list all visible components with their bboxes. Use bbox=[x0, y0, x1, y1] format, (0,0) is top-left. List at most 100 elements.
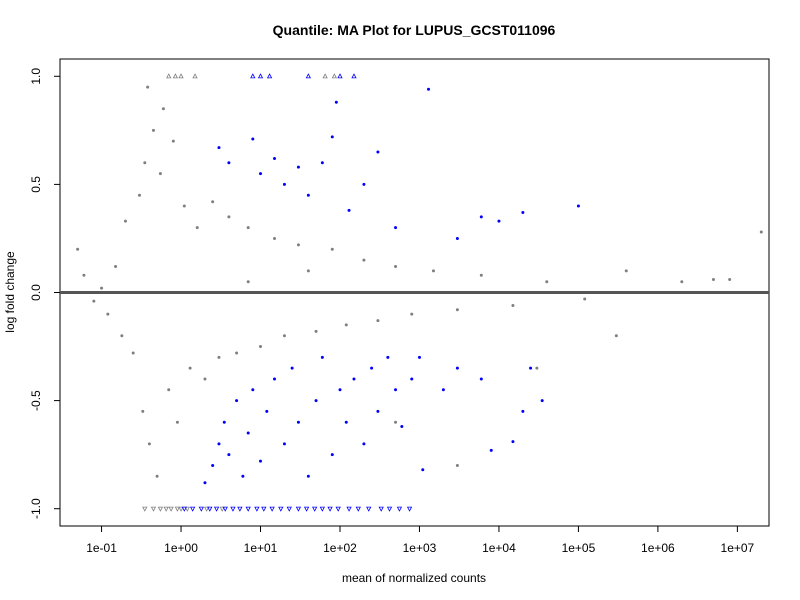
significant-capped-up-point bbox=[266, 73, 273, 79]
nonsignificant-point bbox=[431, 269, 435, 273]
significant-point bbox=[211, 463, 215, 467]
nonsignificant-capped-up-point bbox=[172, 73, 179, 79]
nonsignificant-point bbox=[282, 334, 286, 338]
significant-capped-down-point bbox=[222, 506, 228, 512]
significant-point bbox=[370, 366, 374, 370]
nonsignificant-point bbox=[146, 85, 150, 89]
nonsignificant-capped-up-point bbox=[166, 73, 172, 79]
nonsignificant-point bbox=[624, 269, 628, 273]
significant-capped-down-point bbox=[396, 506, 403, 512]
x-axis: 1e-01 1e+00 1e+01 1e+02 1e+03 1e+04 1e+05 1e+06… bbox=[86, 526, 755, 555]
significant-point bbox=[362, 442, 366, 446]
significant-point bbox=[320, 161, 324, 165]
y-axis-label: log fold change bbox=[3, 251, 17, 333]
significant-capped-down-point bbox=[230, 506, 236, 512]
nonsignificant-point bbox=[306, 269, 310, 273]
significant-capped-down-point bbox=[303, 506, 310, 512]
significant-point bbox=[479, 377, 483, 381]
nonsignificant-point bbox=[123, 219, 127, 223]
significant-point bbox=[296, 165, 300, 169]
significant-capped-down-point bbox=[261, 506, 267, 512]
x-tick-label: 1e+01 bbox=[244, 541, 278, 555]
significant-capped-down-point bbox=[335, 506, 341, 512]
nonsignificant-point bbox=[376, 319, 380, 323]
x-tick-label: 1e+02 bbox=[323, 541, 357, 555]
nonsignificant-point bbox=[106, 312, 110, 316]
significant-capped-down-point bbox=[278, 506, 284, 512]
significant-capped-down-point bbox=[189, 506, 196, 512]
nonsignificant-point bbox=[235, 351, 239, 355]
nonsignificant-point bbox=[141, 409, 145, 413]
nonsignificant-point bbox=[120, 334, 124, 338]
significant-capped-down-point bbox=[269, 506, 275, 512]
nonsignificant-point bbox=[217, 355, 221, 359]
significant-point bbox=[427, 87, 431, 91]
significant-point bbox=[222, 420, 226, 424]
significant-capped-down-point bbox=[311, 506, 318, 512]
nonsignificant-capped-up-point bbox=[178, 73, 184, 79]
nonsignificant-capped-down-point bbox=[163, 506, 169, 512]
nonsignificant-point bbox=[259, 345, 263, 349]
x-tick-label: 1e+06 bbox=[641, 541, 675, 555]
x-tick-label: 1e+00 bbox=[164, 541, 198, 555]
nonsignificant-point bbox=[583, 297, 587, 301]
nonsignificant-point bbox=[728, 278, 732, 282]
nonsignificant-point bbox=[455, 463, 459, 467]
significant-point bbox=[529, 366, 533, 370]
nonsignificant-capped-down-point bbox=[157, 506, 164, 512]
nonsignificant-point bbox=[296, 243, 300, 247]
significant-point bbox=[282, 442, 286, 446]
nonsignificant-point bbox=[175, 420, 179, 424]
significant-point bbox=[455, 236, 459, 240]
nonsignificant-capped-down-point bbox=[203, 506, 210, 512]
nonsignificant-point bbox=[227, 215, 231, 219]
nonsignificant-point bbox=[535, 366, 539, 370]
significant-point bbox=[203, 481, 207, 485]
significant-point bbox=[489, 448, 493, 452]
nonsignificant-point bbox=[545, 280, 549, 284]
nonsignificant-point bbox=[155, 474, 159, 478]
nonsignificant-point bbox=[410, 312, 414, 316]
significant-point bbox=[394, 388, 398, 392]
nonsignificant-capped-down-point bbox=[142, 506, 148, 512]
significant-point bbox=[251, 137, 255, 141]
significant-capped-down-point bbox=[286, 506, 292, 512]
significant-point bbox=[227, 453, 231, 457]
y-tick-label: -0.5 bbox=[29, 390, 43, 411]
significant-point bbox=[455, 366, 459, 370]
x-tick-label: 1e+05 bbox=[562, 541, 596, 555]
significant-capped-up-point bbox=[305, 73, 312, 79]
nonsignificant-point bbox=[614, 334, 618, 338]
significant-point bbox=[217, 442, 221, 446]
significant-capped-down-point bbox=[207, 506, 213, 512]
x-axis-label: mean of normalized counts bbox=[342, 571, 486, 585]
nonsignificant-point bbox=[137, 193, 141, 197]
significant-point bbox=[241, 474, 245, 478]
significant-capped-up-point bbox=[250, 73, 256, 79]
significant-capped-down-point bbox=[237, 506, 243, 512]
significant-point bbox=[330, 135, 334, 139]
nonsignificant-point bbox=[330, 247, 334, 251]
significant-point bbox=[334, 100, 338, 104]
significant-point bbox=[521, 211, 525, 215]
y-axis: -1.0 -0.5 0.0 0.5 1.0 bbox=[29, 68, 60, 519]
significant-point bbox=[259, 459, 263, 463]
significant-capped-down-point bbox=[319, 506, 326, 512]
nonsignificant-point bbox=[82, 273, 86, 277]
nonsignificant-point bbox=[195, 226, 199, 230]
nonsignificant-point bbox=[314, 329, 318, 333]
nonsignificant-capped-down-point bbox=[178, 506, 184, 512]
nonsignificant-point bbox=[479, 273, 483, 277]
significant-point bbox=[296, 420, 300, 424]
nonsignificant-capped-up-point bbox=[322, 73, 328, 79]
nonsignificant-point bbox=[711, 278, 715, 282]
y-tick-label: 0.0 bbox=[29, 284, 43, 301]
nonsignificant-point bbox=[362, 258, 366, 262]
significant-point bbox=[511, 440, 515, 444]
nonsignificant-capped-down-point bbox=[174, 506, 181, 512]
significant-point bbox=[394, 226, 398, 230]
significant-capped-up-point bbox=[351, 73, 357, 79]
x-tick-label: 1e+07 bbox=[721, 541, 755, 555]
significant-point bbox=[246, 431, 250, 435]
significant-capped-down-point bbox=[346, 506, 352, 512]
